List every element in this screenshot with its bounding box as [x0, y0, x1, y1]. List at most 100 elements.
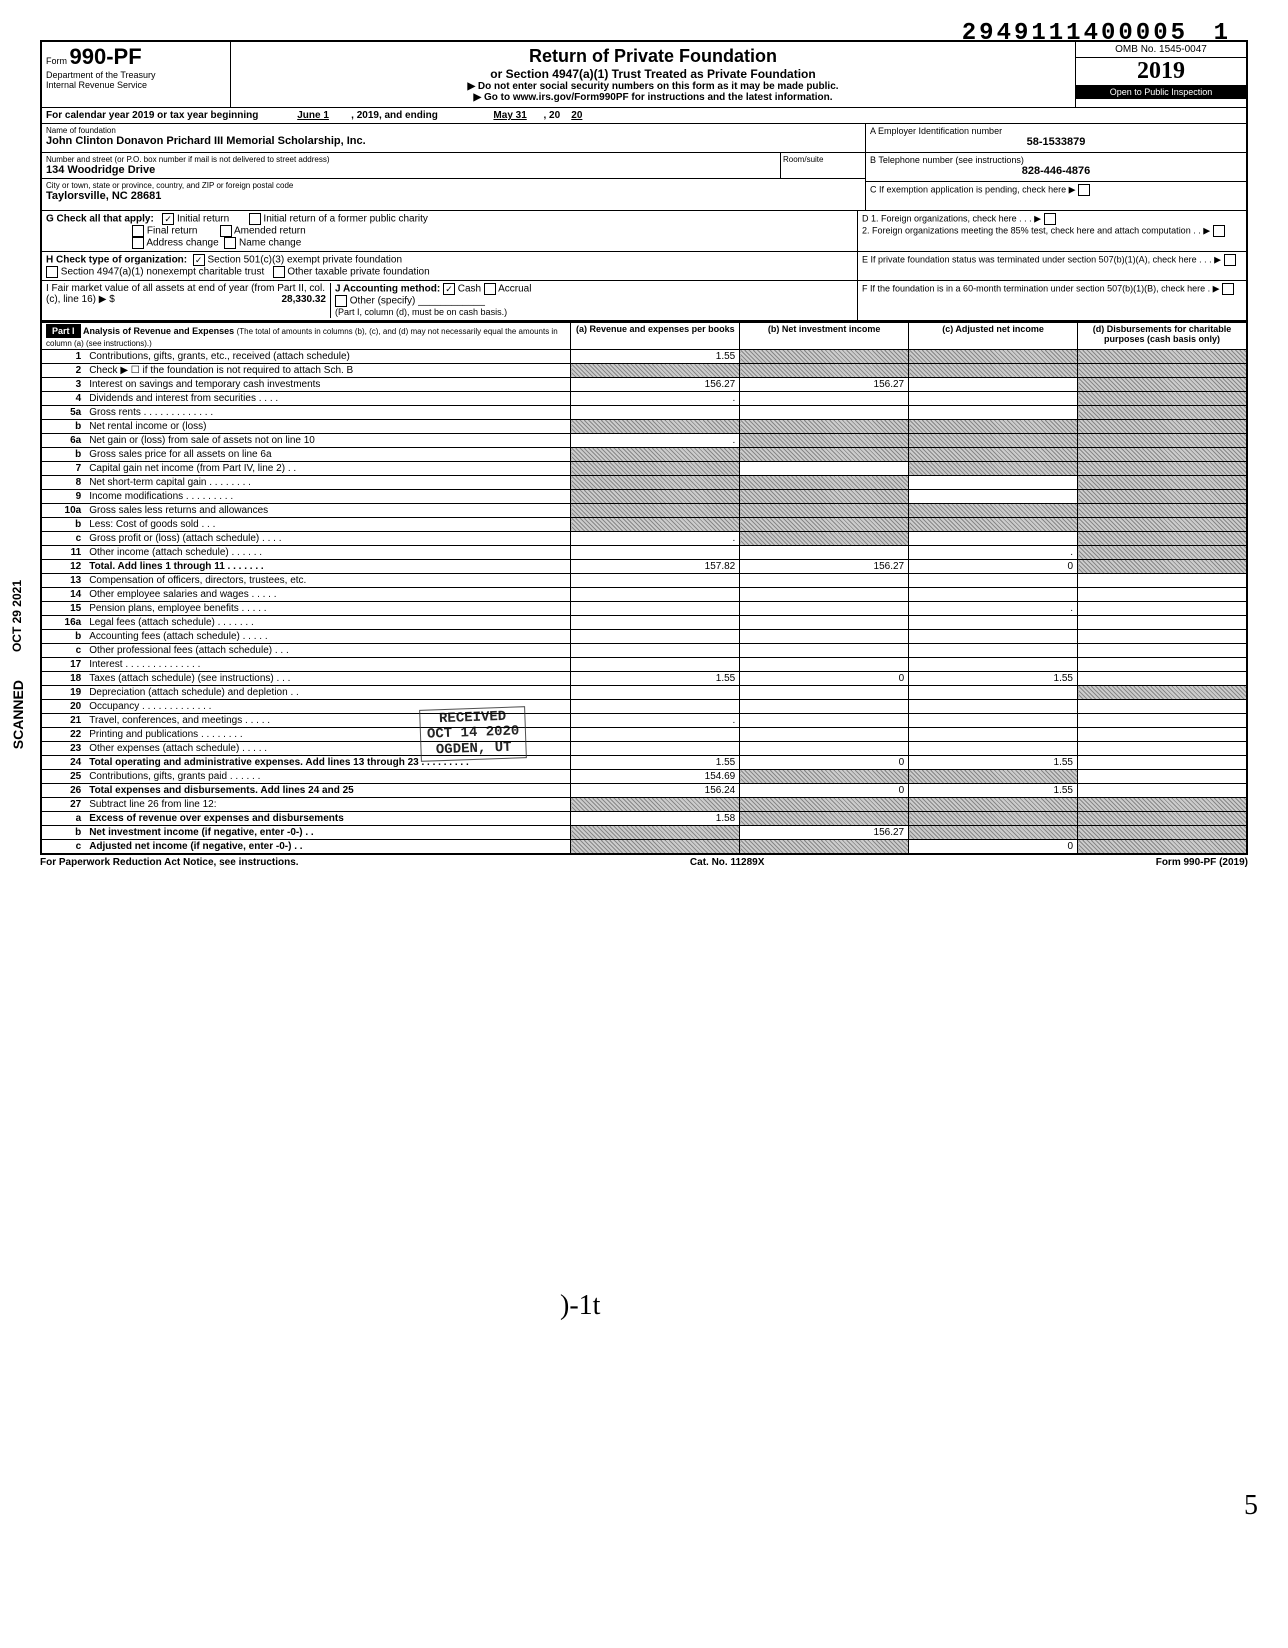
table-row: bAccounting fees (attach schedule) . . .… — [41, 630, 1247, 644]
amount-cell — [740, 658, 909, 672]
line-number: b — [41, 630, 85, 644]
amount-cell — [740, 742, 909, 756]
line-number: 26 — [41, 784, 85, 798]
table-row: 2Check ▶ ☐ if the foundation is not requ… — [41, 364, 1247, 378]
amount-cell — [909, 574, 1078, 588]
table-row: 19Depreciation (attach schedule) and dep… — [41, 686, 1247, 700]
i-fmv-value: 28,330.32 — [282, 294, 327, 305]
amount-cell — [1078, 448, 1248, 462]
amount-cell: . — [571, 532, 740, 546]
h-label: H Check type of organization: — [46, 255, 187, 266]
amount-cell — [571, 658, 740, 672]
line-description: Accounting fees (attach schedule) . . . … — [85, 630, 571, 644]
line-description: Net short-term capital gain . . . . . . … — [85, 476, 571, 490]
4947-checkbox[interactable] — [46, 266, 58, 278]
other-method-label: Other (specify) — [350, 296, 416, 307]
table-row: 3Interest on savings and temporary cash … — [41, 378, 1247, 392]
amount-cell — [1078, 350, 1248, 364]
amount-cell: 1.55 — [909, 756, 1078, 770]
table-row: 5aGross rents . . . . . . . . . . . . . — [41, 406, 1247, 420]
line-description: Contributions, gifts, grants, etc., rece… — [85, 350, 571, 364]
amount-cell — [1078, 546, 1248, 560]
amount-cell: 156.24 — [571, 784, 740, 798]
amount-cell — [740, 518, 909, 532]
table-row: 26Total expenses and disbursements. Add … — [41, 784, 1247, 798]
col-c-header: (c) Adjusted net income — [909, 323, 1078, 350]
form-version: Form 990-PF (2019) — [1156, 857, 1248, 868]
line-number: 4 — [41, 392, 85, 406]
col-d-header: (d) Disbursements for charitable purpose… — [1078, 323, 1248, 350]
amended-return-checkbox[interactable] — [220, 225, 232, 237]
amount-cell — [571, 630, 740, 644]
table-row: 6aNet gain or (loss) from sale of assets… — [41, 434, 1247, 448]
501c3-checkbox[interactable]: ✓ — [193, 254, 205, 266]
initial-former-checkbox[interactable] — [249, 213, 261, 225]
line-number: 13 — [41, 574, 85, 588]
table-row: 22Printing and publications . . . . . . … — [41, 728, 1247, 742]
amount-cell: 157.82 — [571, 560, 740, 574]
line-number: b — [41, 420, 85, 434]
col-a-header: (a) Revenue and expenses per books — [571, 323, 740, 350]
line-number: 20 — [41, 700, 85, 714]
d2-foreign-85-checkbox[interactable] — [1213, 225, 1225, 237]
line-description: Gross sales less returns and allowances — [85, 504, 571, 518]
amount-cell: 156.27 — [740, 826, 909, 840]
amount-cell — [1078, 728, 1248, 742]
address-change-checkbox[interactable] — [132, 237, 144, 249]
line-description: Adjusted net income (if negative, enter … — [85, 840, 571, 855]
foundation-name: John Clinton Donavon Prichard III Memori… — [46, 135, 861, 147]
catalog-number: Cat. No. 11289X — [690, 857, 764, 868]
ein-value: 58-1533879 — [870, 136, 1242, 148]
line-description: Interest . . . . . . . . . . . . . . — [85, 658, 571, 672]
amount-cell — [571, 686, 740, 700]
initial-return-checkbox[interactable]: ✓ — [162, 213, 174, 225]
amount-cell — [571, 728, 740, 742]
page-number-top: 1 — [1214, 20, 1228, 47]
table-row: 13Compensation of officers, directors, t… — [41, 574, 1247, 588]
line-number: 12 — [41, 560, 85, 574]
amount-cell — [909, 616, 1078, 630]
amount-cell — [740, 364, 909, 378]
line-description: Total expenses and disbursements. Add li… — [85, 784, 571, 798]
final-return-checkbox[interactable] — [132, 225, 144, 237]
table-row: 24Total operating and administrative exp… — [41, 756, 1247, 770]
amount-cell — [1078, 630, 1248, 644]
amount-cell — [1078, 476, 1248, 490]
amount-cell — [1078, 518, 1248, 532]
accrual-checkbox[interactable] — [484, 283, 496, 295]
amount-cell: . — [909, 602, 1078, 616]
handwritten-5: 5 — [1244, 1490, 1258, 1522]
room-suite-cell: Room/suite — [780, 153, 865, 178]
tax-year-end-yy: 20 — [571, 110, 582, 121]
amount-cell — [740, 630, 909, 644]
line-description: Net investment income (if negative, ente… — [85, 826, 571, 840]
d2-foreign-85-label: 2. Foreign organizations meeting the 85%… — [862, 225, 1210, 235]
cash-checkbox[interactable]: ✓ — [443, 283, 455, 295]
amount-cell — [1078, 392, 1248, 406]
form-note-ssn: ▶ Do not enter social security numbers o… — [235, 81, 1071, 92]
other-taxable-checkbox[interactable] — [273, 266, 285, 278]
amount-cell: . — [571, 434, 740, 448]
e-terminated-checkbox[interactable] — [1224, 254, 1236, 266]
other-method-checkbox[interactable] — [335, 295, 347, 307]
amount-cell — [740, 490, 909, 504]
cal-year-label: For calendar year 2019 or tax year begin… — [46, 110, 258, 121]
amount-cell — [1078, 406, 1248, 420]
line-number: 22 — [41, 728, 85, 742]
d1-foreign-checkbox[interactable] — [1044, 213, 1056, 225]
line-number: 19 — [41, 686, 85, 700]
amount-cell: 0 — [909, 560, 1078, 574]
line-description: Legal fees (attach schedule) . . . . . .… — [85, 616, 571, 630]
phone-label: B Telephone number (see instructions) — [870, 155, 1242, 165]
table-row: 9Income modifications . . . . . . . . . — [41, 490, 1247, 504]
exemption-pending-checkbox[interactable] — [1078, 184, 1090, 196]
amount-cell — [909, 448, 1078, 462]
amount-cell — [1078, 616, 1248, 630]
amount-cell — [1078, 686, 1248, 700]
f-60month-checkbox[interactable] — [1222, 283, 1234, 295]
table-row: 23Other expenses (attach schedule) . . .… — [41, 742, 1247, 756]
line-description: Gross rents . . . . . . . . . . . . . — [85, 406, 571, 420]
name-change-checkbox[interactable] — [224, 237, 236, 249]
foundation-name-label: Name of foundation — [46, 126, 861, 135]
line-description: Gross sales price for all assets on line… — [85, 448, 571, 462]
